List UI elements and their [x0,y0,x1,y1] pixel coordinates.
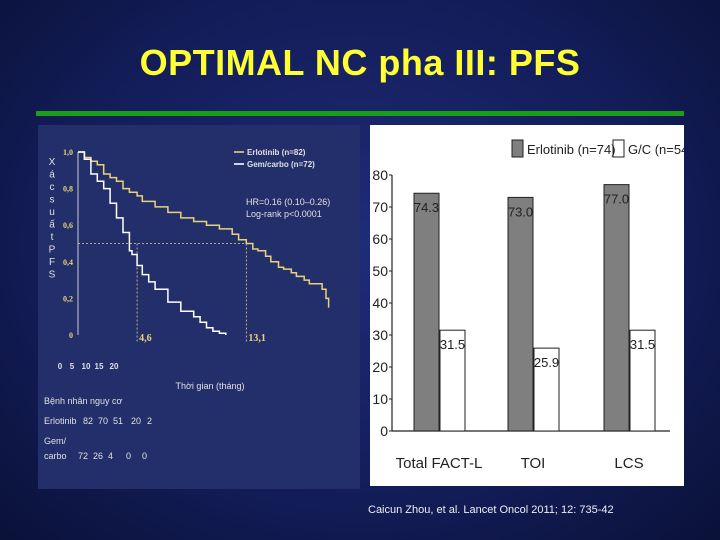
bar-erlotinib [603,184,630,432]
bar-legend-swatch [612,139,625,158]
citation: Caicun Zhou, et al. Lancet Oncol 2011; 1… [368,504,614,516]
km-legend-label: Gem/carbo (n=72) [247,160,315,169]
qol-bar-chart: 0 10 20 30 40 50 60 70 80 74.3 31.5 Total FACT-L 73.… [372,139,684,472]
bar-y-tick-label: 50 [372,263,388,279]
km-median-gem-label: 4,6 [139,333,152,344]
risk-table-value: 70 [98,416,108,426]
bar-value-label: 31.5 [440,337,465,352]
qol-bar-chart-panel: 0 10 20 30 40 50 60 70 80 74.3 31.5 Total FACT-L 73.… [370,125,684,486]
km-y-label-char: S [49,270,56,281]
risk-table-value: 82 [83,416,93,426]
km-y-tick-label: 0,8 [63,185,73,194]
km-y-tick-label: 0,4 [63,258,73,267]
bar-legend-label: G/C (n=54) [628,142,684,157]
bar-erlotinib [413,192,440,432]
title-divider [36,111,684,116]
bar-erlotinib [507,196,534,432]
bar-category-label: LCS [614,455,643,472]
km-x-tick-label: 15 [95,362,104,371]
risk-table-row-label: Erlotinib [44,416,77,426]
km-y-label-char: s [50,195,55,206]
bar-y-tick-label: 30 [372,327,388,343]
km-y-label-char: á [49,170,55,181]
bar-gc [533,347,560,432]
bar-y-tick-label: 80 [372,167,388,183]
bar-legend-label: Erlotinib (n=74) [527,142,616,157]
bar-y-tick-label: 10 [372,391,388,407]
bar-category-label: TOI [521,455,546,472]
km-gemcarbo-line [78,151,227,335]
risk-table-value: 20 [131,416,141,426]
km-y-tick-label: 0,2 [63,294,73,303]
bar-value-label: 25.9 [534,355,559,370]
bar-y-tick-label: 40 [372,295,388,311]
km-y-label-char: F [49,257,55,268]
bar-legend-swatch [511,139,524,158]
km-x-tick-label: 10 [82,362,91,371]
risk-table-value: 51 [113,416,123,426]
bar-value-label: 74.3 [414,200,439,215]
slide-title: OPTIMAL NC pha III: PFS [139,42,581,83]
risk-table-value: 26 [93,451,103,461]
bar-gc [629,329,656,432]
km-y-tick-label: 0 [69,331,73,340]
bar-value-label: 73.0 [508,204,533,219]
risk-table-row-label: carbo [44,451,67,461]
bar-value-label: 77.0 [604,192,629,207]
risk-table-value: 0 [126,451,131,461]
km-erlotinib-line [78,151,330,308]
risk-table-header: Bệnh nhân nguy cơ [44,396,123,406]
risk-table-value: 4 [108,451,113,461]
km-y-label-char: ấ [49,219,55,231]
km-logrank-text: Log-rank p<0.0001 [246,209,322,219]
km-x-tick-label: 0 [58,362,63,371]
km-median-erl-label: 13,1 [248,333,266,344]
bar-y-tick-label: 70 [372,199,388,215]
km-y-label-char: u [49,207,55,218]
km-hr-text: HR=0.16 (0.10–0.26) [246,197,330,207]
risk-table-value: 0 [142,451,147,461]
bar-gc [439,329,466,432]
km-legend-label: Erlotinib (n=82) [247,148,306,157]
km-y-tick-label: 1,0 [63,148,73,157]
bar-y-tick-label: 20 [372,359,388,375]
km-x-tick-label: 20 [110,362,119,371]
risk-table-row-label: Gem/ [44,436,67,446]
bar-y-tick-label: 0 [380,423,388,439]
bar-category-label: Total FACT-L [396,455,483,472]
km-y-label-char: X [49,157,56,168]
km-y-label-char: P [49,245,56,256]
km-y-tick-label: 0,6 [63,221,73,230]
risk-table-value: 2 [147,416,152,426]
risk-table-value: 72 [78,451,88,461]
km-x-label: Thời gian (tháng) [176,381,245,391]
km-y-label-char: t [51,232,54,243]
bar-value-label: 31.5 [630,337,655,352]
km-x-tick-label: 5 [70,362,75,371]
km-y-label-char: c [50,182,55,193]
bar-y-tick-label: 60 [372,231,388,247]
